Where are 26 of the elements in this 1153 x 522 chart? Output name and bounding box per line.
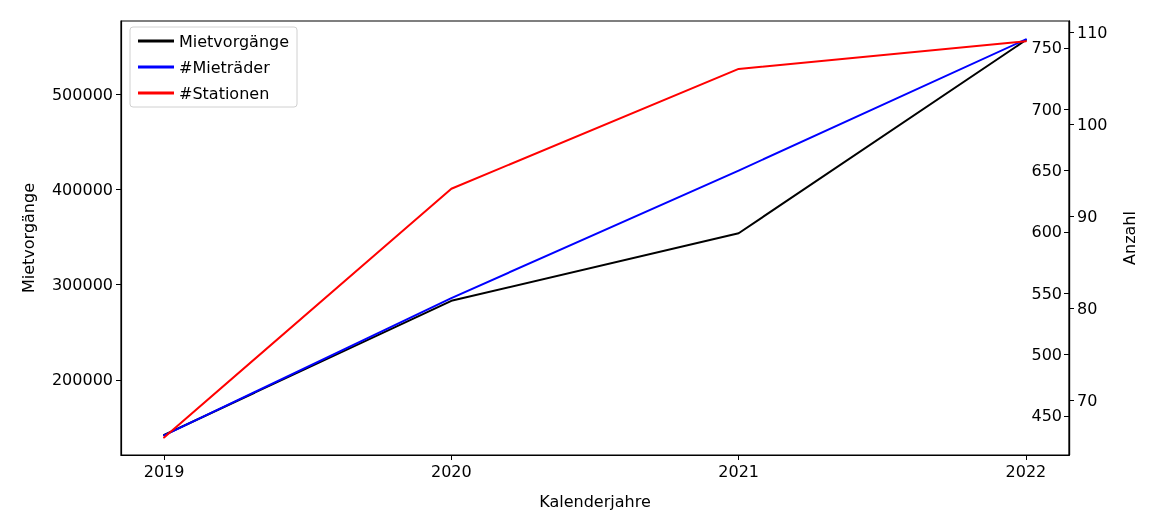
y2-tick-label: 500	[1031, 344, 1062, 364]
y3-tick-label: 100	[1077, 114, 1108, 134]
legend-label: #Stationen	[179, 83, 270, 103]
y3-tick-label: 90	[1077, 206, 1098, 226]
y-axis-title: Mietvorgänge	[18, 182, 38, 294]
y2-tick-label: 550	[1031, 283, 1062, 303]
x-tick-label: 2020	[431, 461, 472, 481]
x-axis-title: Kalenderjahre	[539, 491, 651, 511]
y2-tick-label: 450	[1031, 406, 1062, 426]
x-tick-label: 2019	[143, 461, 185, 481]
y-tick-label: 200000	[51, 370, 113, 390]
y2-tick-label: 600	[1031, 222, 1062, 242]
y3-tick-label: 70	[1077, 391, 1098, 411]
y-tick-label: 500000	[51, 84, 113, 104]
legend-label: Mietvorgänge	[179, 31, 290, 51]
y2-tick-label: 700	[1031, 99, 1062, 119]
y2-tick-label: 750	[1031, 38, 1062, 58]
y3-tick-label: 80	[1077, 298, 1098, 318]
y-tick-label: 300000	[51, 275, 113, 295]
y3-tick-label: 110	[1077, 22, 1108, 42]
x-tick-label: 2022	[1005, 461, 1047, 481]
y-tick-label: 400000	[51, 179, 113, 199]
x-tick-label: 2021	[718, 461, 759, 481]
y2-axis-title: Anzahl	[1119, 211, 1139, 265]
legend-label: #Mieträder	[179, 57, 271, 77]
y2-tick-label: 650	[1031, 161, 1062, 181]
